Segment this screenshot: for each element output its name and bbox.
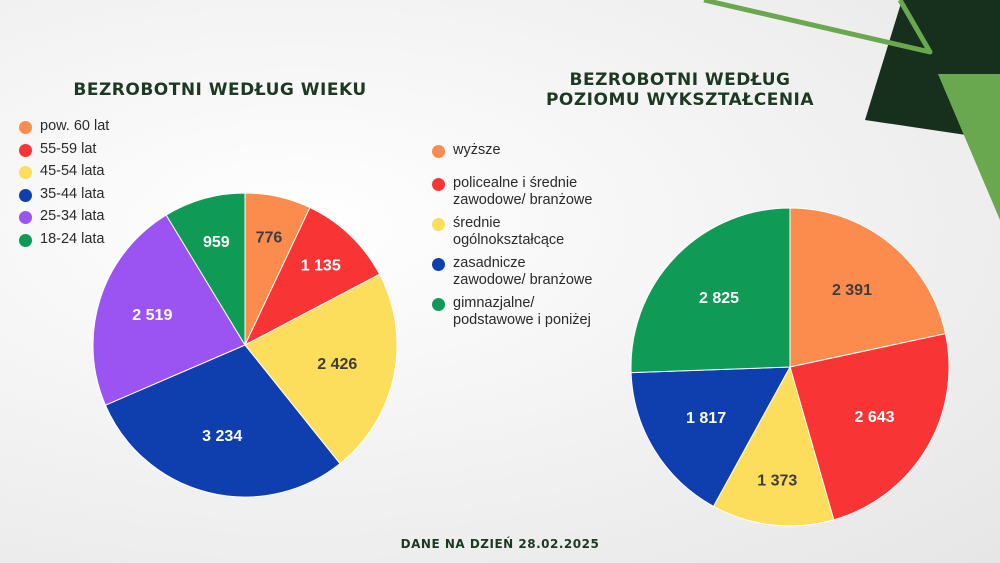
legend-swatch [19,166,32,180]
slice-value-label: 1 373 [757,472,797,489]
pie-slice [789,333,950,521]
pie-slice [244,273,398,465]
legend-label: zasadnicze zawodowe/ branżowe [453,255,593,288]
legend-label: 45-54 lata [40,163,105,180]
legend-item: 25-34 lata [19,208,109,231]
legend-label: 55-59 lat [40,140,97,157]
legend-label: policealne i średnie zawodowe/ branżowe [453,175,593,208]
legend-swatch [19,188,32,202]
pie-chart-education: 2 391 2 643 1 373 1 817 2 825 [630,207,950,527]
legend-item: 35-44 lata [19,186,109,209]
pie-slice [630,207,791,374]
legend-item: pow. 60 lat [19,118,109,141]
data-date-footer: DANE NA DZIEŃ 28.02.2025 [400,537,600,551]
legend-swatch [432,258,445,271]
legend-item: 45-54 lata [19,163,109,186]
legend-label: średnie ogólnokształcące [453,215,565,248]
legend-item: wyższe [432,142,592,159]
slice-value-label: 2 519 [132,307,172,324]
green-line-accent [703,0,933,55]
legend-label: pow. 60 lat [40,118,110,134]
legend-item: gimnazjalne/ podstawowe i poniżej [432,295,592,328]
legend-education: wyższe policealne i średnie zawodowe/ bra… [432,142,592,335]
legend-swatch [19,233,32,247]
slice-value-label: 959 [203,234,230,251]
legend-item: 18-24 lata [19,231,109,254]
legend-item: 55-59 lat [19,141,109,164]
slice-value-label: 776 [256,230,283,247]
legend-label: gimnazjalne/ podstawowe i poniżej [453,295,591,328]
slice-value-label: 1 817 [686,410,726,427]
legend-age: pow. 60 lat 55-59 lat 45-54 lata 35-44 lata… [19,118,109,254]
pie-slice [104,344,341,498]
legend-label: 25-34 lata [40,208,105,225]
legend-swatch [19,143,32,157]
slice-value-label: 1 135 [301,257,341,274]
pie-slice [789,207,947,368]
light-green-shape [938,74,1000,220]
legend-label: wyższe [453,142,501,158]
legend-label: 35-44 lata [40,185,105,202]
legend-swatch [432,145,445,158]
legend-swatch [432,178,445,191]
slice-value-label: 2 426 [317,356,357,373]
legend-swatch [432,218,445,231]
slice-value-label: 3 234 [202,428,242,445]
legend-swatch [432,298,445,311]
chart-title-education: BEZROBOTNI WEDŁUG POZIOMU WYKSZTAŁCENIA [545,70,815,110]
pie-slice [165,192,246,347]
pie-slice [712,365,835,527]
pie-slice [92,214,246,406]
legend-swatch [19,121,32,134]
chart-title-age: BEZROBOTNI WEDŁUG WIEKU [73,80,367,100]
pie-slice [243,206,381,347]
slice-value-label: 2 391 [832,282,872,299]
legend-label: 18-24 lata [40,230,105,247]
slice-value-label: 2 825 [699,290,739,307]
legend-item: średnie ogólnokształcące [432,215,592,248]
pie-chart-age: 776 1 135 2 426 3 234 2 519 959 [92,192,398,498]
pie-slice [630,366,791,508]
legend-item: zasadnicze zawodowe/ branżowe [432,255,593,288]
slice-value-label: 2 643 [855,409,895,426]
legend-item: policealne i średnie zawodowe/ branżowe [432,175,593,208]
legend-swatch [19,211,32,225]
